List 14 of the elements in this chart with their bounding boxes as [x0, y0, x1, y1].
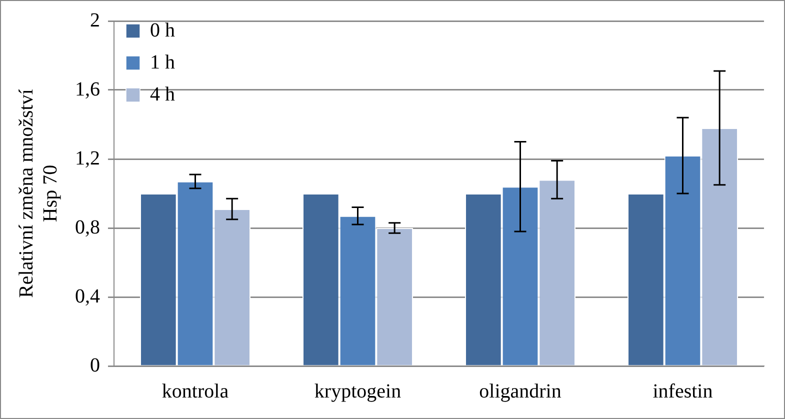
x-tick-label: oligandrin	[479, 380, 562, 402]
y-tick-label: 1,6	[75, 78, 100, 100]
y-tick-label: 0	[90, 354, 100, 376]
x-tick-label: infestin	[652, 380, 713, 402]
y-axis-title: Relativní změna množství Hsp 70	[15, 88, 62, 298]
y-tick-label: 1,2	[75, 147, 100, 170]
y-tick-label: 2	[90, 9, 100, 32]
x-tick-label: kryptogein	[314, 380, 402, 402]
legend-label: 1 h	[150, 51, 175, 74]
legend-label: 0 h	[150, 19, 175, 42]
y-tick-label: 0,4	[75, 285, 100, 308]
x-tick-label: kontrola	[162, 380, 229, 402]
legend-label: 4 h	[150, 83, 175, 106]
y-tick-label: 0,8	[75, 216, 100, 238]
